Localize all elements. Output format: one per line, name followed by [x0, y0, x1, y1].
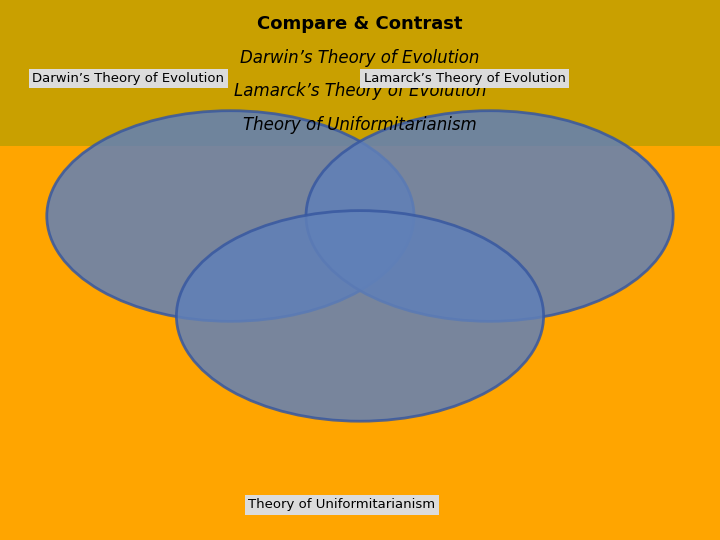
Text: Lamarck’s Theory of Evolution: Lamarck’s Theory of Evolution	[364, 72, 565, 85]
Text: Compare & Contrast: Compare & Contrast	[257, 15, 463, 33]
Text: Darwin’s Theory of Evolution: Darwin’s Theory of Evolution	[32, 72, 225, 85]
FancyBboxPatch shape	[0, 0, 720, 146]
Ellipse shape	[306, 111, 673, 321]
Text: Darwin’s Theory of Evolution: Darwin’s Theory of Evolution	[240, 49, 480, 67]
Text: Theory of Uniformitarianism: Theory of Uniformitarianism	[248, 498, 436, 511]
Text: Theory of Uniformitarianism: Theory of Uniformitarianism	[243, 116, 477, 134]
Text: Lamarck’s Theory of Evolution: Lamarck’s Theory of Evolution	[234, 82, 486, 100]
Ellipse shape	[176, 211, 544, 421]
Ellipse shape	[47, 111, 414, 321]
